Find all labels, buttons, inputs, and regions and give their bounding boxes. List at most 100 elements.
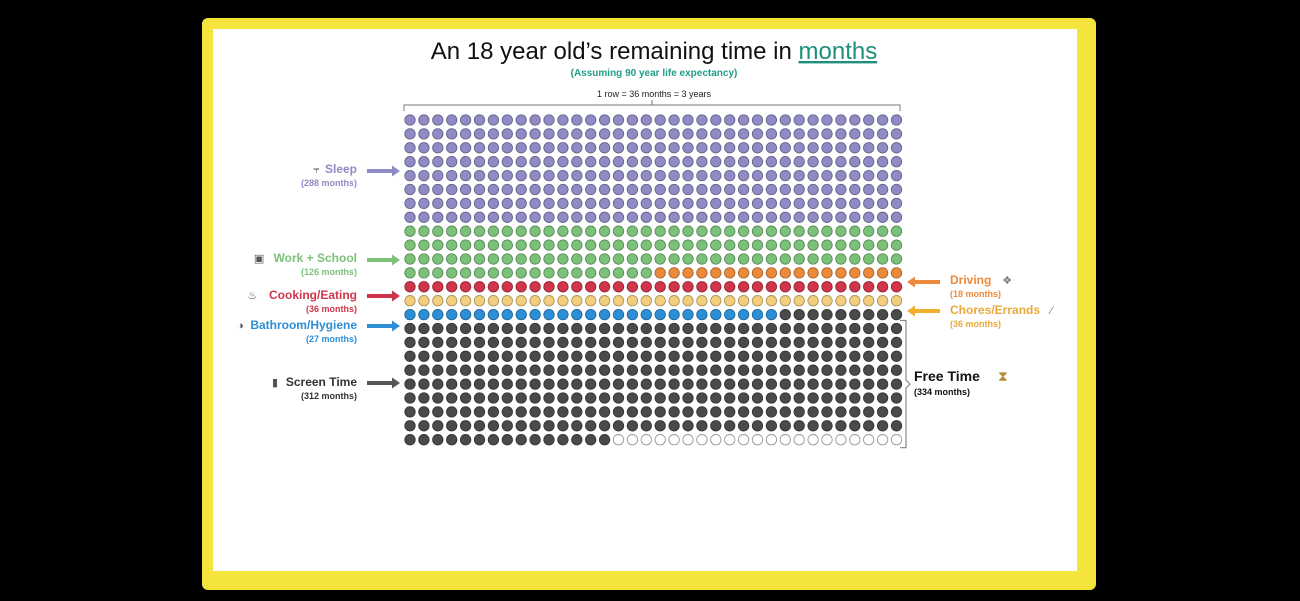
dot-screen-time (821, 378, 833, 390)
dot-work-school (529, 267, 541, 279)
dot-bathroom-hygiene (668, 308, 680, 321)
dot-screen-time (737, 406, 750, 418)
dot-screen-time (849, 392, 861, 404)
dot-work-school (821, 253, 833, 265)
dot-screen-time (863, 392, 875, 404)
dot-sleep (890, 156, 903, 168)
dot-sleep (835, 114, 847, 126)
dot-sleep (654, 183, 666, 196)
dot-screen-time (404, 420, 416, 432)
dot-sleep (751, 169, 764, 182)
dot-sleep (543, 142, 555, 154)
dot-screen-time (724, 378, 736, 390)
dot-sleep (765, 197, 778, 210)
dot-sleep (612, 183, 625, 196)
dot-screen-time (473, 378, 486, 390)
dot-sleep (515, 156, 527, 168)
dot-sleep (515, 128, 527, 140)
dot-screen-time (598, 336, 611, 349)
dot-screen-time (529, 392, 541, 404)
dot-sleep (793, 169, 805, 182)
dot-screen-time (626, 322, 639, 335)
dot-sleep (543, 197, 555, 210)
dot-bathroom-hygiene (737, 308, 750, 321)
dot-screen-time (598, 406, 611, 418)
dot-screen-time (821, 336, 833, 349)
dot-screen-time (501, 434, 513, 446)
dot-chores-errands (404, 295, 416, 307)
arrow-cooking-eating (367, 290, 400, 302)
dot-screen-time (863, 378, 875, 390)
dot-sleep (557, 156, 569, 168)
dot-screen-time (751, 364, 764, 376)
dot-screen-time (682, 322, 694, 335)
dot-screen-time (654, 392, 666, 404)
dot-screen-time (432, 434, 444, 446)
dot-chores-errands (543, 295, 555, 307)
dot-screen-time (710, 420, 722, 432)
dot-screen-time (793, 406, 805, 418)
dot-sleep (751, 211, 764, 223)
dot-work-school (640, 267, 652, 279)
dot-screen-time (612, 322, 625, 335)
dot-screen-time (543, 378, 555, 390)
dot-sleep (710, 197, 722, 210)
dot-bathroom-hygiene (765, 308, 778, 321)
dot-screen-time (696, 336, 708, 349)
dot-sleep (404, 211, 416, 223)
dot-screen-time (682, 350, 694, 362)
dot-screen-time (432, 378, 444, 390)
dot-work-school (779, 239, 791, 251)
dot-sleep (779, 114, 791, 126)
dot-sleep (529, 156, 541, 168)
dot-screen-time (821, 406, 833, 418)
dot-sleep (890, 114, 903, 126)
dot-screen-time (543, 434, 555, 446)
sublabel-chores-errands: (36 months) (950, 319, 1001, 329)
dot-screen-time (765, 378, 778, 390)
dot-screen-time (571, 392, 583, 404)
dot-screen-time (446, 350, 458, 362)
dot-sleep (515, 197, 527, 210)
dot-sleep (696, 197, 708, 210)
dot-work-school (557, 267, 569, 279)
dot-screen-time (668, 420, 680, 432)
dot-screen-time (418, 420, 430, 432)
dot-sleep (890, 169, 903, 182)
dot-sleep (849, 142, 861, 154)
dot-screen-time (571, 364, 583, 376)
dot-screen-time (779, 378, 791, 390)
dot-screen-time (598, 392, 611, 404)
dot-sleep (612, 128, 625, 140)
dot-cooking-eating (418, 281, 430, 293)
dot-screen-time (849, 420, 861, 432)
dot-work-school (807, 239, 819, 251)
dot-screen-time (737, 420, 750, 432)
dot-work-school (515, 253, 527, 265)
dot-sleep (821, 142, 833, 154)
dot-screen-time (737, 392, 750, 404)
dot-bathroom-hygiene (473, 308, 486, 321)
dot-work-school (418, 225, 430, 237)
dot-screen-time (446, 364, 458, 376)
dot-sleep (529, 211, 541, 223)
dot-screen-time (404, 392, 416, 404)
dot-work-school (432, 239, 444, 251)
dot-sleep (807, 211, 819, 223)
dot-driving (654, 267, 666, 279)
dot-sleep (585, 156, 597, 168)
dot-sleep (598, 211, 611, 223)
dot-screen-time (529, 434, 541, 446)
dot-work-school (459, 253, 472, 265)
dot-driving (835, 267, 847, 279)
dot-sleep (724, 114, 736, 126)
dot-work-school (654, 225, 666, 237)
dot-sleep (404, 183, 416, 196)
dot-driving (793, 267, 805, 279)
dot-work-school (446, 239, 458, 251)
dot-screen-time (863, 308, 875, 321)
dot-free-time (724, 434, 736, 446)
dot-screen-time (529, 378, 541, 390)
dot-sleep (432, 156, 444, 168)
dot-screen-time (876, 322, 889, 335)
